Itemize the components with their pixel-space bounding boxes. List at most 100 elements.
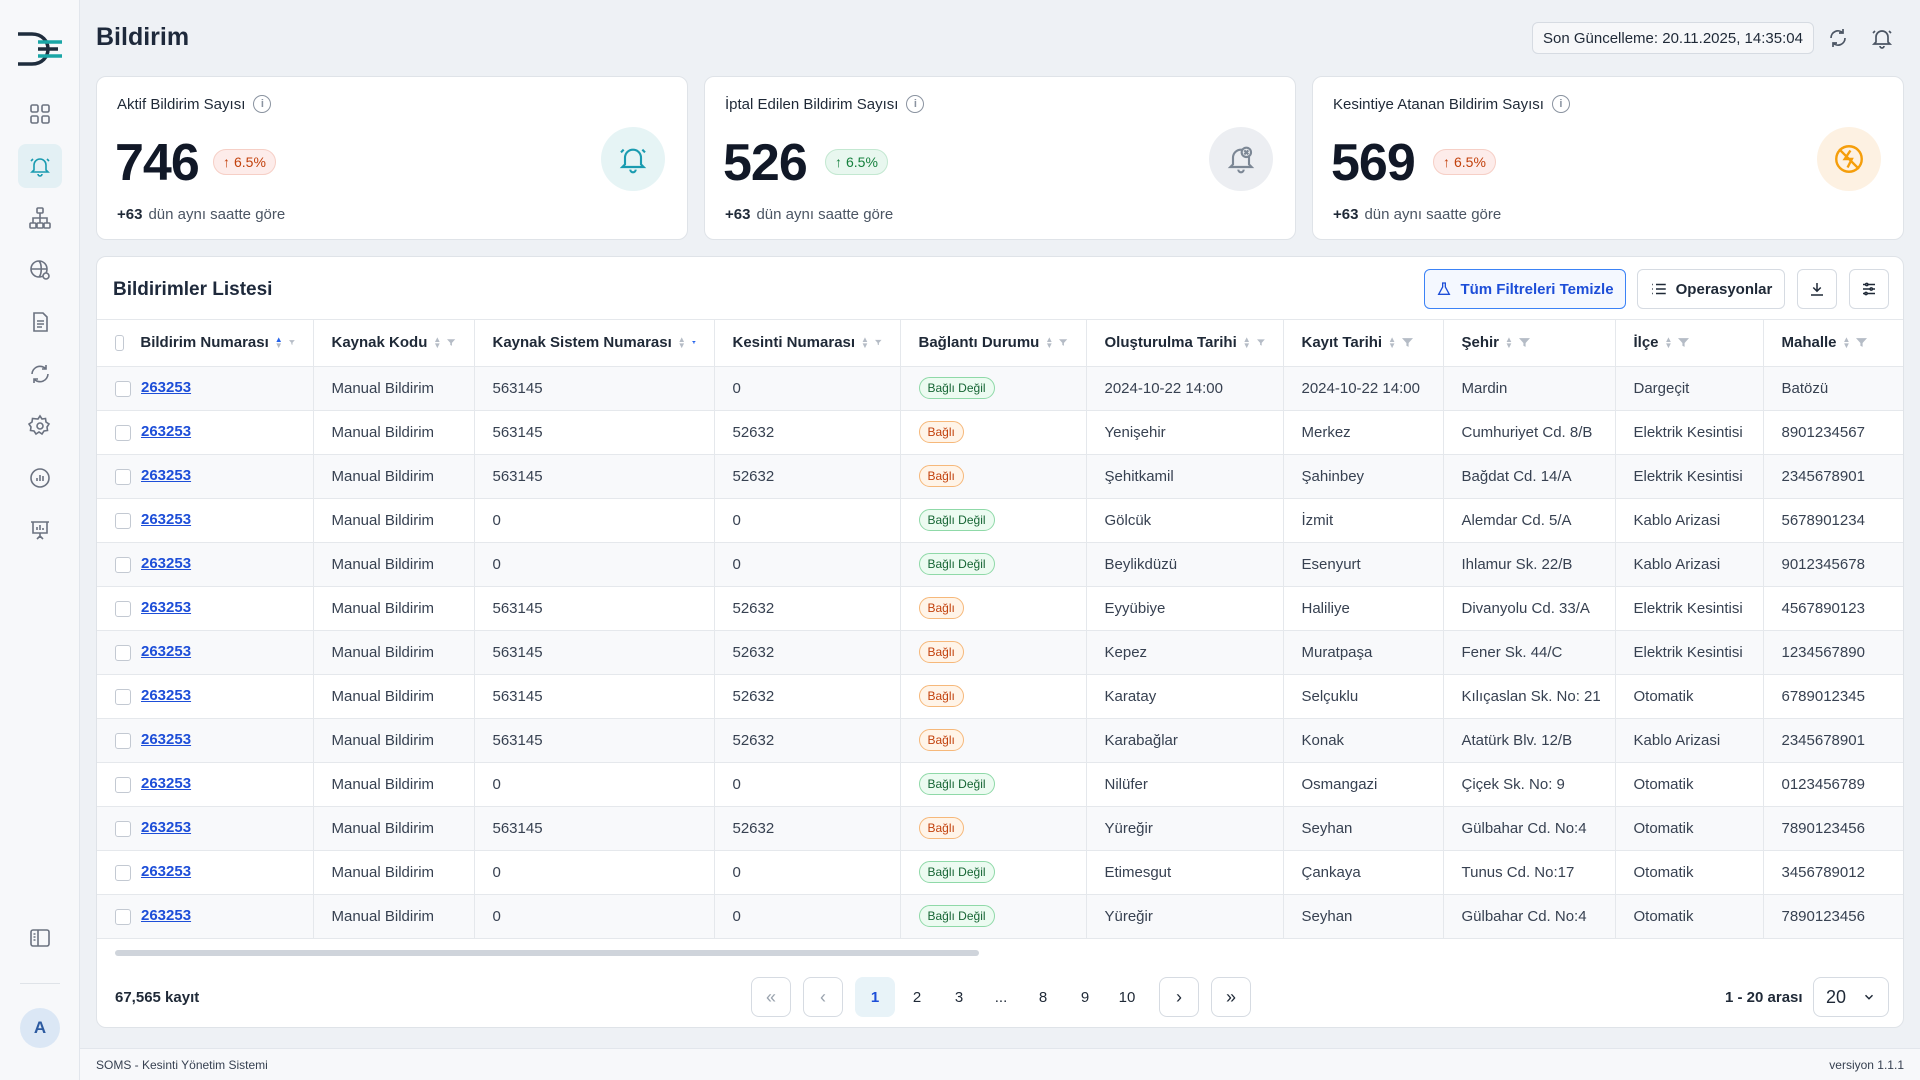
row-checkbox[interactable] (115, 732, 131, 749)
filter-icon[interactable] (874, 337, 882, 348)
sort-icon[interactable]: ▲ ▼ (1505, 334, 1513, 350)
table-cell[interactable]: 263253 (97, 366, 314, 411)
row-checkbox[interactable] (115, 556, 131, 573)
column-header-olusturulma-tarihi[interactable]: Oluşturulma Tarihi ▲ ▼ (1086, 320, 1284, 367)
bildirim-number-link[interactable]: 263253 (141, 687, 192, 705)
app-logo[interactable] (14, 30, 66, 68)
operations-button[interactable]: Operasyonlar (1637, 269, 1785, 309)
nav-presentation[interactable] (18, 508, 62, 552)
column-settings-button[interactable] (1849, 269, 1889, 309)
nav-analytics[interactable] (18, 456, 62, 500)
filter-active-icon[interactable] (691, 337, 696, 348)
next-page-button[interactable]: › (1159, 977, 1199, 1017)
filter-icon[interactable] (1518, 337, 1530, 348)
nav-settings[interactable] (18, 404, 62, 448)
column-header-baglanti-durumu[interactable]: Bağlantı Durumu ▲ ▼ (900, 320, 1087, 367)
row-checkbox[interactable] (115, 644, 131, 661)
table-row[interactable]: 263253 Manual Bildirim 0 0 Bağlı Değil Yüreği… (97, 894, 1903, 939)
nav-dashboard[interactable] (18, 92, 62, 136)
column-header-kaynak-kodu[interactable]: Kaynak Kodu ▲ ▼ (313, 320, 475, 367)
nav-map[interactable] (18, 248, 62, 292)
row-checkbox[interactable] (115, 424, 131, 441)
row-checkbox[interactable] (115, 688, 131, 705)
table-cell[interactable]: 263253 (97, 498, 314, 543)
column-header-kaynak-sistem-no[interactable]: Kaynak Sistem Numarası ▲ ▼ (474, 320, 715, 367)
bildirim-number-link[interactable]: 263253 (141, 819, 192, 837)
table-cell[interactable]: 263253 (97, 674, 314, 719)
sort-icon[interactable]: ▲ ▼ (861, 334, 869, 350)
page-number-button[interactable]: 10 (1118, 988, 1136, 1006)
bildirim-number-link[interactable]: 263253 (141, 379, 192, 397)
table-row[interactable]: 263253 Manual Bildirim 0 0 Bağlı Değil Etimes… (97, 850, 1903, 895)
page-number-button[interactable]: 1 (855, 977, 895, 1017)
table-row[interactable]: 263253 Manual Bildirim 0 0 Bağlı Değil Nilüfe… (97, 762, 1903, 807)
nav-bildirim[interactable] (18, 144, 62, 188)
sort-icon[interactable]: ▲ ▼ (274, 334, 283, 350)
table-row[interactable]: 263253 Manual Bildirim 0 0 Bağlı Değil Beylik… (97, 542, 1903, 587)
bildirim-number-link[interactable]: 263253 (141, 731, 192, 749)
refresh-button[interactable] (1824, 24, 1852, 52)
bildirim-number-link[interactable]: 263253 (141, 467, 192, 485)
filter-icon[interactable] (447, 337, 456, 348)
filter-icon[interactable] (1402, 337, 1413, 348)
page-number-button[interactable]: 2 (912, 988, 922, 1006)
table-cell[interactable]: 263253 (97, 762, 314, 807)
bildirim-number-link[interactable]: 263253 (141, 643, 192, 661)
sort-icon[interactable]: ▲ ▼ (1242, 334, 1251, 350)
sort-icon[interactable]: ▲ ▼ (1842, 334, 1851, 350)
row-checkbox[interactable] (115, 776, 131, 793)
sort-icon[interactable]: ▲ ▼ (1388, 334, 1396, 350)
collapse-sidebar-button[interactable] (18, 916, 62, 960)
table-cell[interactable]: 263253 (97, 894, 314, 939)
table-row[interactable]: 263253 Manual Bildirim 563145 52632 Bağlı Yür… (97, 806, 1903, 851)
bildirim-number-link[interactable]: 263253 (141, 423, 192, 441)
notifications-button[interactable] (1868, 24, 1896, 52)
table-row[interactable]: 263253 Manual Bildirim 563145 52632 Bağlı Yen… (97, 410, 1903, 455)
table-cell[interactable]: 263253 (97, 410, 314, 455)
page-number-button[interactable]: 9 (1080, 988, 1090, 1006)
avatar[interactable]: A (20, 1008, 60, 1048)
table-cell[interactable]: 263253 (97, 806, 314, 851)
row-checkbox[interactable] (115, 512, 131, 529)
table-cell[interactable]: 263253 (97, 630, 314, 675)
row-checkbox[interactable] (115, 864, 131, 881)
info-icon[interactable]: i (253, 95, 272, 113)
filter-icon[interactable] (1256, 337, 1265, 348)
row-checkbox[interactable] (115, 380, 131, 397)
prev-page-button[interactable]: ‹ (803, 977, 843, 1017)
page-number-button[interactable]: 8 (1038, 988, 1048, 1006)
table-row[interactable]: 263253 Manual Bildirim 0 0 Bağlı Değil Gölcük… (97, 498, 1903, 543)
bildirim-number-link[interactable]: 263253 (141, 775, 192, 793)
filter-icon[interactable] (1059, 337, 1068, 348)
table-cell[interactable]: 263253 (97, 542, 314, 587)
select-all-checkbox[interactable] (115, 334, 125, 351)
column-header-ilce[interactable]: İlçe ▲ ▼ (1615, 320, 1764, 367)
bildirim-number-link[interactable]: 263253 (141, 907, 192, 925)
bildirim-number-link[interactable]: 263253 (141, 863, 192, 881)
table-row[interactable]: 263253 Manual Bildirim 563145 52632 Bağlı Eyy… (97, 586, 1903, 631)
row-checkbox[interactable] (115, 820, 131, 837)
bildirim-number-link[interactable]: 263253 (141, 599, 192, 617)
table-row[interactable]: 263253 Manual Bildirim 563145 0 Bağlı Değil 2… (97, 366, 1903, 411)
bildirim-number-link[interactable]: 263253 (141, 511, 192, 529)
row-checkbox[interactable] (115, 468, 131, 485)
nav-hierarchy[interactable] (18, 196, 62, 240)
table-row[interactable]: 263253 Manual Bildirim 563145 52632 Bağlı Kar… (97, 674, 1903, 719)
table-cell[interactable]: 263253 (97, 454, 314, 499)
table-cell[interactable]: 263253 (97, 850, 314, 895)
filter-icon[interactable] (288, 337, 295, 348)
column-header-sehir[interactable]: Şehir ▲ ▼ (1443, 320, 1616, 367)
nav-documents[interactable] (18, 300, 62, 344)
page-size-select[interactable]: 20 (1813, 977, 1889, 1017)
row-checkbox[interactable] (115, 600, 131, 617)
column-header-bildirim-no[interactable]: Bildirim Numarası ▲ ▼ (97, 320, 314, 367)
horizontal-scrollbar[interactable] (115, 950, 979, 956)
nav-sync[interactable] (18, 352, 62, 396)
info-icon[interactable]: i (906, 95, 925, 113)
download-button[interactable] (1797, 269, 1837, 309)
filter-icon[interactable] (1856, 337, 1868, 348)
first-page-button[interactable]: « (751, 977, 791, 1017)
table-cell[interactable]: 263253 (97, 718, 314, 763)
sort-icon[interactable]: ▲ ▼ (1664, 334, 1673, 350)
filter-icon[interactable] (1678, 337, 1690, 348)
